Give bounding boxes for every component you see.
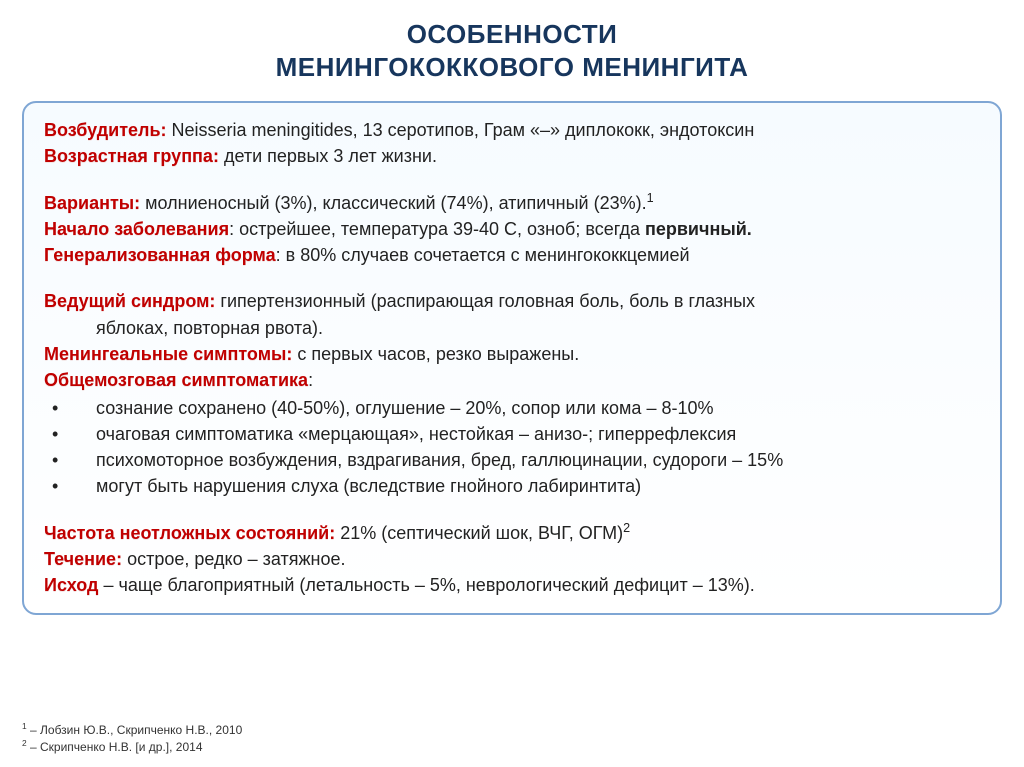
list-item: сознание сохранено (40-50%), оглушение –… bbox=[44, 395, 980, 421]
variants-text: молниеносный (3%), классический (74%), а… bbox=[140, 193, 646, 213]
outcome-text: – чаще благоприятный (летальность – 5%, … bbox=[98, 575, 754, 595]
row-variants: Варианты: молниеносный (3%), классически… bbox=[44, 189, 980, 216]
emerg-sup: 2 bbox=[623, 521, 630, 535]
row-emergency: Частота неотложных состояний: 21% (септи… bbox=[44, 519, 980, 546]
spacer bbox=[44, 499, 980, 519]
mening-text: с первых часов, резко выражены. bbox=[292, 344, 579, 364]
row-outcome: Исход – чаще благоприятный (летальность … bbox=[44, 572, 980, 598]
age-label: Возрастная группа: bbox=[44, 146, 219, 166]
cerebral-bullets: сознание сохранено (40-50%), оглушение –… bbox=[44, 395, 980, 499]
onset-bold: первичный. bbox=[645, 219, 752, 239]
emerg-text: 21% (септический шок, ВЧГ, ОГМ) bbox=[335, 523, 623, 543]
leading-text-2: яблоках, повторная рвота). bbox=[44, 315, 980, 341]
pathogen-label: Возбудитель: bbox=[44, 120, 167, 140]
ref-2-text: – Скрипченко Н.В. [и др.], 2014 bbox=[27, 740, 203, 754]
course-label: Течение: bbox=[44, 549, 122, 569]
spacer bbox=[44, 268, 980, 288]
row-onset: Начало заболевания: острейшее, температу… bbox=[44, 216, 980, 242]
list-item: психомоторное возбуждения, вздрагивания,… bbox=[44, 447, 980, 473]
cerebral-label: Общемозговая симптоматика bbox=[44, 370, 308, 390]
slide: ОСОБЕННОСТИ МЕНИНГОКОККОВОГО МЕНИНГИТА В… bbox=[0, 0, 1024, 767]
mening-label: Менингеальные симптомы: bbox=[44, 344, 292, 364]
row-age: Возрастная группа: дети первых 3 лет жиз… bbox=[44, 143, 980, 169]
cerebral-colon: : bbox=[308, 370, 313, 390]
row-pathogen: Возбудитель: Neisseria meningitides, 13 … bbox=[44, 117, 980, 143]
leading-text: гипертензионный (распирающая головная бо… bbox=[215, 291, 755, 311]
spacer bbox=[44, 169, 980, 189]
content-panel: Возбудитель: Neisseria meningitides, 13 … bbox=[22, 101, 1002, 615]
ref-2: 2 – Скрипченко Н.В. [и др.], 2014 bbox=[22, 738, 242, 755]
onset-text: : острейшее, температура 39-40 С, озноб;… bbox=[229, 219, 645, 239]
age-text: дети первых 3 лет жизни. bbox=[219, 146, 437, 166]
variants-sup: 1 bbox=[647, 191, 654, 205]
ref-1-text: – Лобзин Ю.В., Скрипченко Н.В., 2010 bbox=[27, 723, 243, 737]
row-cerebral: Общемозговая симптоматика: bbox=[44, 367, 980, 393]
general-label: Генерализованная форма bbox=[44, 245, 276, 265]
pathogen-text: Neisseria meningitides, 13 серотипов, Гр… bbox=[167, 120, 755, 140]
references: 1 – Лобзин Ю.В., Скрипченко Н.В., 2010 2… bbox=[22, 721, 242, 755]
variants-label: Варианты: bbox=[44, 193, 140, 213]
slide-title: ОСОБЕННОСТИ МЕНИНГОКОККОВОГО МЕНИНГИТА bbox=[0, 0, 1024, 93]
ref-1: 1 – Лобзин Ю.В., Скрипченко Н.В., 2010 bbox=[22, 721, 242, 738]
outcome-label: Исход bbox=[44, 575, 98, 595]
row-course: Течение: острое, редко – затяжное. bbox=[44, 546, 980, 572]
list-item: могут быть нарушения слуха (вследствие г… bbox=[44, 473, 980, 499]
emerg-label: Частота неотложных состояний: bbox=[44, 523, 335, 543]
course-text: острое, редко – затяжное. bbox=[122, 549, 345, 569]
leading-label: Ведущий синдром: bbox=[44, 291, 215, 311]
title-line-2: МЕНИНГОКОККОВОГО МЕНИНГИТА bbox=[60, 51, 964, 84]
title-line-1: ОСОБЕННОСТИ bbox=[60, 18, 964, 51]
row-leading: Ведущий синдром: гипертензионный (распир… bbox=[44, 288, 980, 340]
onset-label: Начало заболевания bbox=[44, 219, 229, 239]
row-meningeal: Менингеальные симптомы: с первых часов, … bbox=[44, 341, 980, 367]
row-general: Генерализованная форма: в 80% случаев со… bbox=[44, 242, 980, 268]
general-text: : в 80% случаев сочетается с менингококк… bbox=[276, 245, 690, 265]
list-item: очаговая симптоматика «мерцающая», несто… bbox=[44, 421, 980, 447]
